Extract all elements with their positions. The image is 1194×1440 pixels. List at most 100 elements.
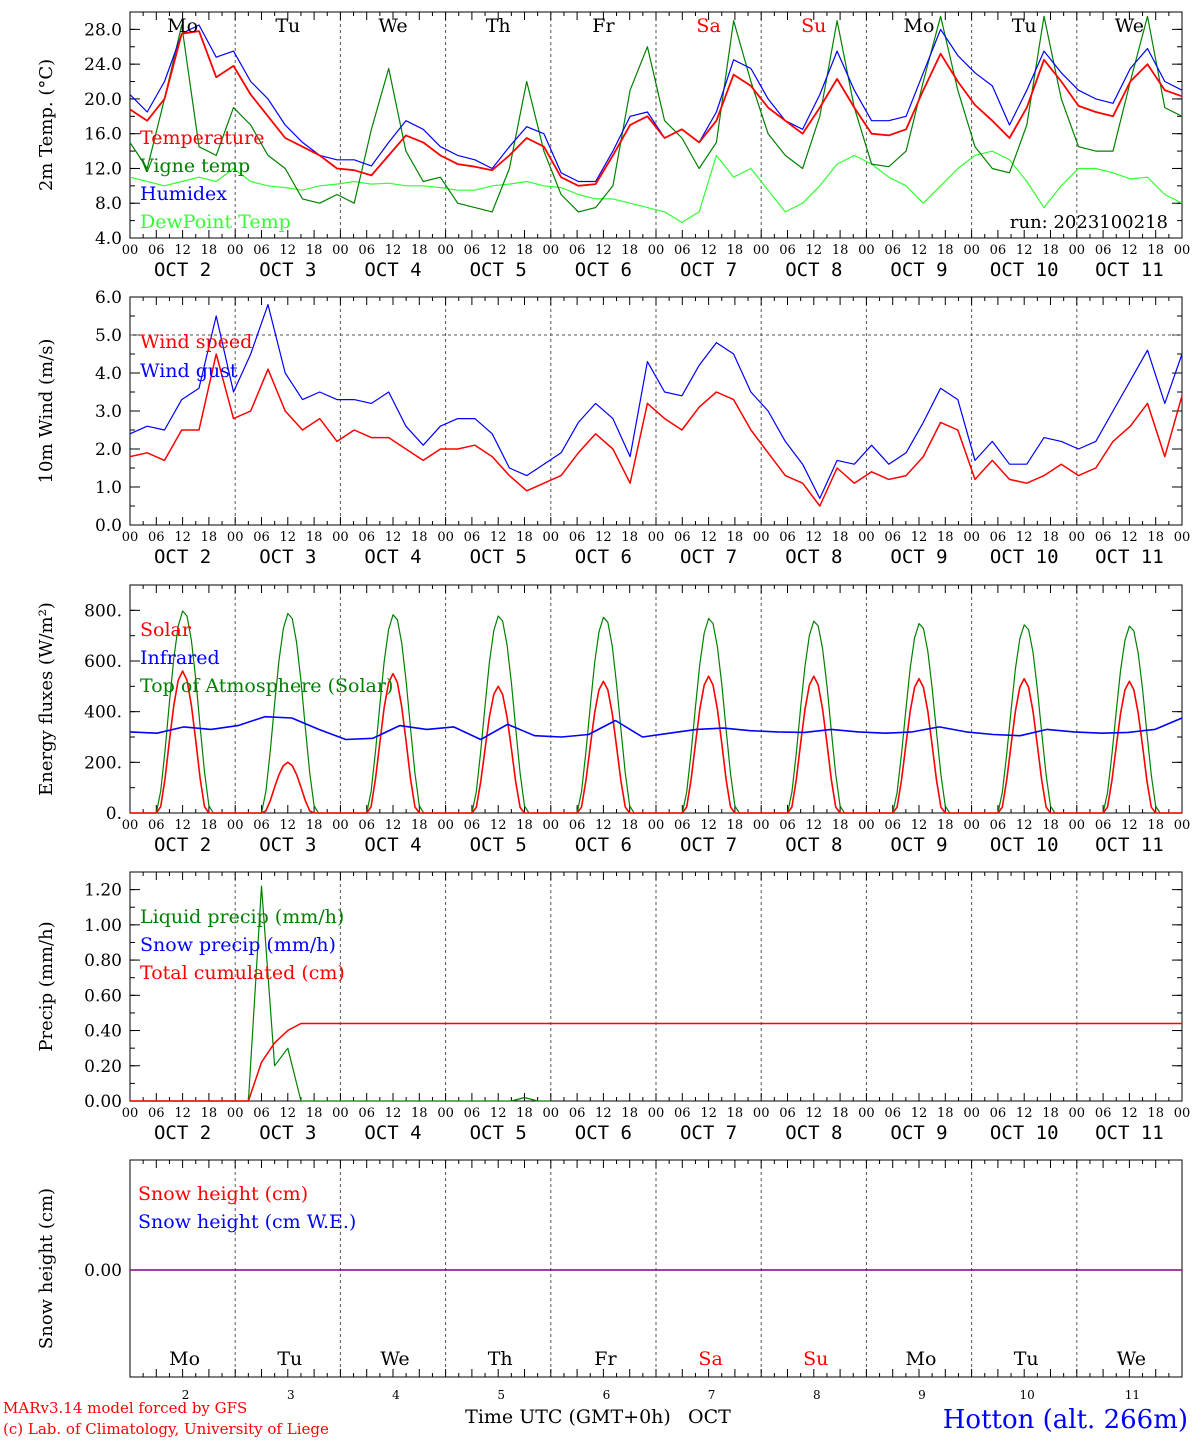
hour-tick-label: 18 — [201, 1106, 218, 1121]
hour-tick-label: 00 — [1069, 1106, 1086, 1121]
hour-tick-label: 00 — [437, 530, 454, 545]
legend-entry: Liquid precip (mm/h) — [140, 906, 344, 928]
legend-entry: DewPoint Temp — [140, 211, 291, 233]
hour-tick-label: 18 — [832, 530, 849, 545]
date-label: OCT 2 — [154, 259, 211, 281]
y-tick-label: 6.0 — [95, 288, 122, 308]
hour-tick-label: 18 — [1147, 818, 1164, 833]
hour-tick-label: 12 — [806, 530, 823, 545]
hour-tick-label: 12 — [280, 818, 297, 833]
day-name: Mo — [904, 15, 935, 37]
hour-tick-label: 00 — [543, 530, 560, 545]
hour-tick-label: 00 — [1069, 818, 1086, 833]
date-label: OCT 2 — [154, 834, 211, 856]
hour-tick-label: 06 — [674, 818, 691, 833]
hour-tick-label: 12 — [806, 1106, 823, 1121]
day-name: We — [378, 15, 407, 37]
date-label: OCT 5 — [470, 546, 527, 568]
day-name: Fr — [594, 1348, 617, 1370]
hour-tick-label: 00 — [437, 818, 454, 833]
legend-entry: Snow precip (mm/h) — [140, 934, 336, 956]
legend-entry: Total cumulated (cm) — [140, 962, 345, 984]
day-name: Tu — [1014, 1348, 1039, 1370]
y-axis-label: Snow height (cm) — [36, 1188, 57, 1349]
date-label: OCT 2 — [154, 1122, 211, 1144]
hour-tick-label: 06 — [1095, 818, 1112, 833]
y-tick-label: 3.0 — [95, 402, 122, 422]
hour-tick-label: 18 — [516, 530, 533, 545]
legend-entry: Wind speed — [140, 331, 252, 353]
hour-tick-label: 00 — [227, 243, 244, 258]
hour-tick-label: 00 — [648, 1106, 665, 1121]
hour-tick-label: 06 — [779, 818, 796, 833]
hour-tick-label: 18 — [1042, 818, 1059, 833]
hour-tick-label: 00 — [543, 1106, 560, 1121]
legend-entry: Snow height (cm W.E.) — [138, 1211, 356, 1233]
day-number: 3 — [287, 1388, 295, 1402]
series-line-wind-gust — [129, 304, 1183, 499]
date-label: OCT 3 — [259, 834, 316, 856]
hour-tick-label: 12 — [700, 243, 717, 258]
y-axis-2: 0.0 1.0 2.0 3.0 4.0 5.0 6.0 10m Wind (m/s) — [36, 288, 1182, 536]
hour-tick-label: 12 — [595, 243, 612, 258]
hour-tick-label: 12 — [490, 818, 507, 833]
hour-tick-label: 06 — [569, 1106, 586, 1121]
y-tick-label: 24.0 — [84, 55, 122, 75]
date-label: OCT 11 — [1095, 1122, 1164, 1144]
hour-tick-label: 00 — [753, 1106, 770, 1121]
hour-tick-label: 00 — [227, 1106, 244, 1121]
hour-tick-label: 18 — [937, 243, 954, 258]
footer-lab-credit: (c) Lab. of Climatology, University of L… — [3, 1420, 329, 1438]
hour-tick-label: 18 — [727, 530, 744, 545]
date-label: OCT 10 — [990, 259, 1059, 281]
hour-tick-label: 18 — [832, 818, 849, 833]
hour-tick-label: 00 — [437, 1106, 454, 1121]
month-label: OCT — [688, 1406, 731, 1428]
hour-tick-label: 00 — [437, 243, 454, 258]
hour-tick-label: 06 — [990, 530, 1007, 545]
hour-tick-label: 06 — [464, 818, 481, 833]
date-label: OCT 9 — [890, 546, 947, 568]
hour-tick-label: 00 — [332, 530, 349, 545]
hour-tick-label: 06 — [464, 243, 481, 258]
hour-tick-label: 18 — [937, 818, 954, 833]
y-axis-label: Energy fluxes (W/m²) — [36, 602, 57, 796]
date-label: OCT 5 — [470, 259, 527, 281]
hour-tick-label: 06 — [358, 530, 375, 545]
hour-tick-label: 06 — [674, 1106, 691, 1121]
hour-tick-label: 00 — [1174, 1106, 1191, 1121]
legend-entry: Solar — [140, 619, 192, 641]
hour-tick-label: 00 — [1069, 243, 1086, 258]
hour-tick-label: 06 — [779, 243, 796, 258]
hour-tick-label: 00 — [1174, 530, 1191, 545]
hour-tick-label: 06 — [358, 243, 375, 258]
hour-tick-label: 00 — [648, 818, 665, 833]
hour-tick-label: 00 — [122, 818, 139, 833]
y-tick-label: 5.0 — [95, 326, 122, 346]
date-label: OCT 4 — [364, 1122, 421, 1144]
hour-tick-label: 00 — [858, 530, 875, 545]
hour-tick-label: 06 — [253, 818, 270, 833]
y-tick-label: 16.0 — [84, 125, 122, 145]
hour-tick-label: 00 — [332, 1106, 349, 1121]
date-label: OCT 9 — [890, 259, 947, 281]
y-tick-label: 0.80 — [84, 951, 122, 971]
hour-tick-label: 06 — [1095, 243, 1112, 258]
y-tick-label: 0.60 — [84, 986, 122, 1006]
day-number: 2 — [182, 1388, 190, 1402]
hour-tick-label: 18 — [1147, 530, 1164, 545]
hour-tick-label: 18 — [727, 818, 744, 833]
hour-tick-label: 12 — [911, 1106, 928, 1121]
hour-tick-label: 06 — [358, 818, 375, 833]
date-label: OCT 10 — [990, 834, 1059, 856]
hour-tick-label: 12 — [490, 243, 507, 258]
hour-tick-label: 18 — [516, 1106, 533, 1121]
hour-tick-label: 18 — [411, 818, 428, 833]
hour-tick-label: 12 — [700, 1106, 717, 1121]
x-axis-label: Time UTC (GMT+0h) — [465, 1406, 671, 1428]
hour-tick-label: 06 — [464, 1106, 481, 1121]
date-label: OCT 6 — [575, 1122, 632, 1144]
hour-tick-label: 18 — [1042, 530, 1059, 545]
